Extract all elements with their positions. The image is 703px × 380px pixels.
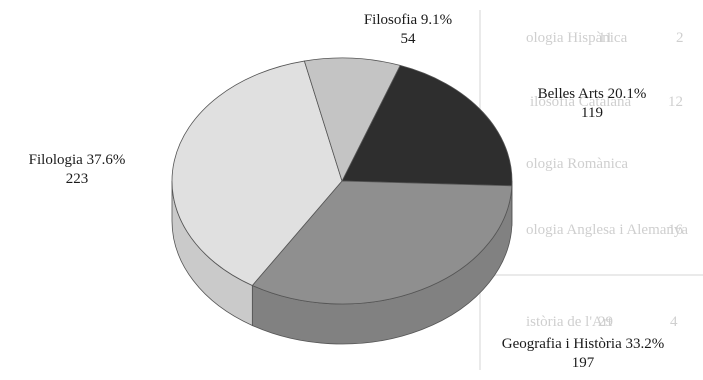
background-table: ologia Hispànica ilosofia Catalana ologi… <box>380 10 703 370</box>
slice-value-belles-arts: 119 <box>581 105 603 121</box>
slice-label-belles-arts: Belles Arts 20.1% <box>538 86 647 102</box>
pie-tops <box>171 57 513 305</box>
pie-slice-belles-arts <box>341 64 513 187</box>
bg-row-label: istòria de l'Art <box>526 314 613 330</box>
bg-number: 4 <box>670 314 678 330</box>
bg-row-label: ologia Romànica <box>526 156 628 172</box>
bg-row-label: ologia Anglesa i Alemanya <box>526 222 688 238</box>
slice-label-filosofia: Filosofia 9.1% <box>364 12 452 28</box>
pie-slice-geografia-i-hist-ria <box>251 180 513 305</box>
bg-number: 12 <box>668 94 683 110</box>
bg-number: 11 <box>598 30 612 46</box>
bg-number: 16 <box>668 222 684 238</box>
slice-value-geografia-i-hist-ria: 197 <box>572 355 595 371</box>
pie-slice-filologia <box>171 60 343 286</box>
pie-labels: Belles Arts 20.1% 119 Geografia i Història… <box>29 12 665 371</box>
slice-value-filosofia: 54 <box>401 31 417 47</box>
bg-number: 29 <box>598 314 613 330</box>
pie-slice-filosofia <box>303 57 401 183</box>
bg-number: 2 <box>676 30 684 46</box>
bg-row-label: ologia Hispànica <box>526 30 628 46</box>
slice-value-filologia: 223 <box>66 171 89 187</box>
slice-label-filologia: Filologia 37.6% <box>29 152 126 168</box>
bg-row-label: ilosofia Catalana <box>530 94 632 110</box>
slice-label-geografia-i-hist-ria: Geografia i Història 33.2% <box>502 336 664 352</box>
